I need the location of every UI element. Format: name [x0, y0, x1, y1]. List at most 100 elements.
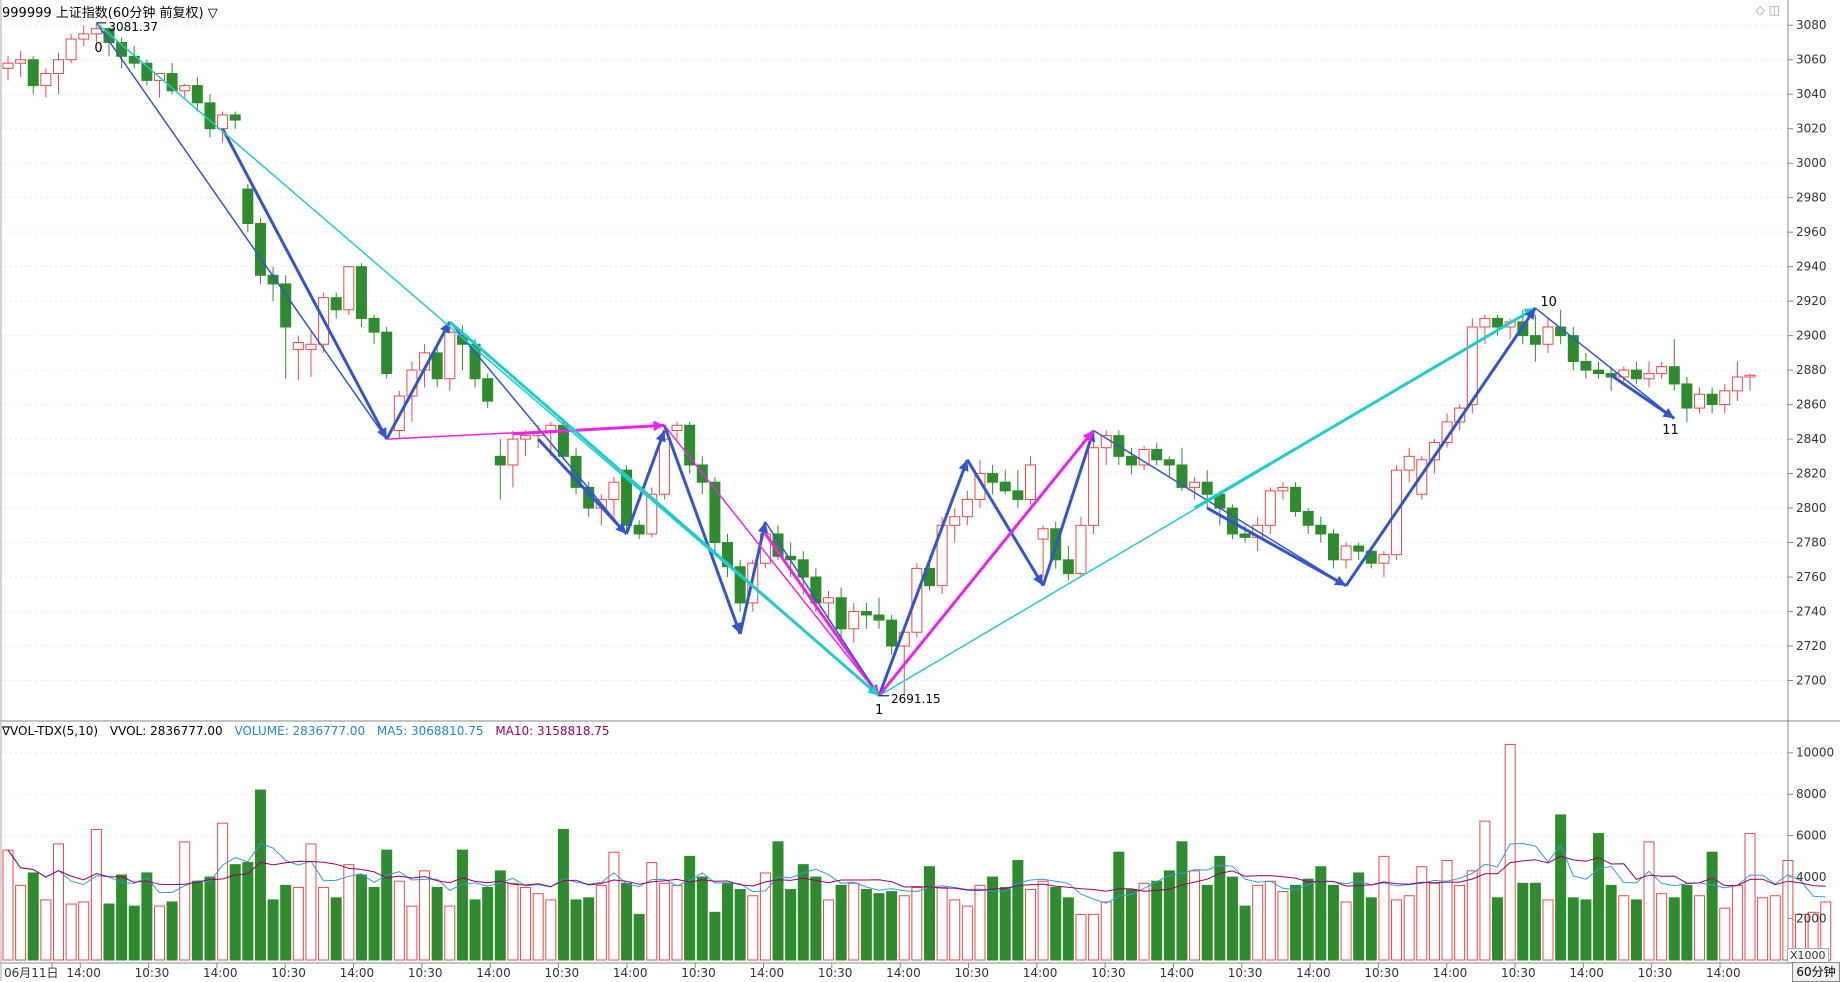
- price-tick-label: 2920: [1796, 294, 1827, 308]
- candle-body: [987, 473, 999, 483]
- candle-body: [1719, 390, 1731, 406]
- volume-bar: [1593, 833, 1605, 961]
- window-icons[interactable]: ◇ ◫: [1755, 3, 1780, 17]
- candle: [671, 421, 683, 440]
- candle: [1075, 516, 1087, 578]
- candle-body: [128, 55, 140, 64]
- trendline: [1041, 430, 1096, 587]
- candle-body: [229, 114, 241, 121]
- volume-tick-label: 8000: [1796, 787, 1827, 801]
- candle: [1731, 361, 1743, 402]
- volume-bar: [103, 903, 115, 961]
- candle-body: [810, 576, 822, 604]
- pivot-high-value: 3081.37: [108, 20, 158, 34]
- volume-bar: [1290, 884, 1302, 961]
- candle-body: [709, 481, 721, 544]
- candle-body: [1024, 464, 1036, 500]
- candle-body: [1163, 459, 1175, 466]
- candle-body: [1037, 528, 1049, 540]
- volume-bar: [835, 884, 847, 961]
- volume-bar: [469, 899, 481, 961]
- chart-title[interactable]: 999999 上证指数(60分钟 前复权) ▽: [2, 6, 218, 21]
- vol-indicator-name[interactable]: ∇VOL-TDX(5,10): [2, 724, 99, 738]
- volume-bar: [1706, 851, 1718, 961]
- volume-bar: [507, 882, 519, 961]
- candle-body: [431, 352, 443, 380]
- volume-bar: [1353, 872, 1365, 961]
- volume-bar: [1113, 851, 1125, 961]
- candle: [52, 52, 64, 95]
- volume-bar: [785, 889, 797, 961]
- volume-bar: [1744, 833, 1756, 961]
- volume-bar: [27, 872, 39, 961]
- candle-body: [734, 566, 746, 604]
- candle-body: [217, 114, 229, 130]
- candle: [999, 470, 1011, 495]
- volume-bar: [1605, 884, 1617, 961]
- candle-body: [722, 542, 734, 568]
- volume-bar: [179, 841, 191, 961]
- candle: [848, 602, 860, 643]
- volume-bar: [696, 876, 708, 961]
- candle-body: [2, 62, 14, 69]
- price-tick-label: 2840: [1796, 432, 1827, 446]
- vvol-value: VVOL: 2836777.00: [109, 724, 223, 738]
- volume-bar: [1378, 855, 1390, 961]
- x-tick-label: 14:00: [613, 966, 648, 980]
- trendline: [1344, 307, 1537, 587]
- candle-body: [1151, 448, 1163, 461]
- candle-body: [961, 498, 973, 518]
- trendline: [738, 521, 767, 635]
- price-tick-label: 3080: [1796, 18, 1827, 32]
- volume-bar: [1340, 901, 1352, 961]
- volume-bar: [1100, 901, 1112, 961]
- volume-bar: [772, 841, 784, 961]
- candle: [1555, 309, 1567, 345]
- candle-body: [1290, 486, 1302, 513]
- candle-body: [355, 266, 367, 319]
- trendline: [966, 459, 1045, 587]
- candle-body: [1593, 369, 1605, 375]
- candle-body: [823, 597, 835, 604]
- candle: [1315, 516, 1327, 543]
- candle-body: [797, 559, 809, 578]
- candle-body: [1567, 335, 1579, 363]
- wave-trendlines: [95, 22, 1676, 697]
- volume-ma-lines: [7, 842, 1826, 904]
- candle-body: [1580, 361, 1592, 371]
- volume-bar: [1517, 882, 1529, 961]
- trendline: [221, 128, 389, 440]
- price-tick-label: 3000: [1796, 156, 1827, 170]
- trendline-arrow: [655, 430, 666, 443]
- volume-bar: [898, 895, 910, 961]
- candle: [1302, 508, 1314, 534]
- candle-body: [949, 516, 961, 526]
- volume-bar: [419, 870, 431, 961]
- candle: [835, 587, 847, 638]
- candle-body: [292, 342, 304, 350]
- volume-bar: [621, 882, 633, 961]
- candle: [254, 218, 266, 284]
- volume-bar: [709, 911, 721, 961]
- candle-body: [848, 611, 860, 630]
- candle-body: [633, 524, 645, 535]
- volume-bar: [949, 899, 961, 961]
- candle-body: [1529, 335, 1541, 345]
- pivot-label-11: 11: [1662, 423, 1679, 438]
- candle-body: [1378, 554, 1390, 564]
- volume-bar: [267, 899, 279, 961]
- trendline-arrow: [867, 684, 879, 696]
- volume-bar: [393, 880, 405, 961]
- volume-bar: [848, 882, 860, 961]
- volume-bar: [153, 905, 165, 961]
- period-button[interactable]: 60分钟: [1792, 962, 1840, 982]
- candle: [494, 439, 506, 500]
- price-tick-label: 2900: [1796, 329, 1827, 343]
- trendline-arrow: [958, 459, 969, 472]
- candle: [292, 335, 304, 381]
- candle-body: [65, 38, 77, 61]
- candle: [381, 327, 393, 379]
- x-tick-label: 10:30: [135, 966, 170, 980]
- volume-bar: [305, 843, 317, 961]
- candle: [873, 597, 885, 629]
